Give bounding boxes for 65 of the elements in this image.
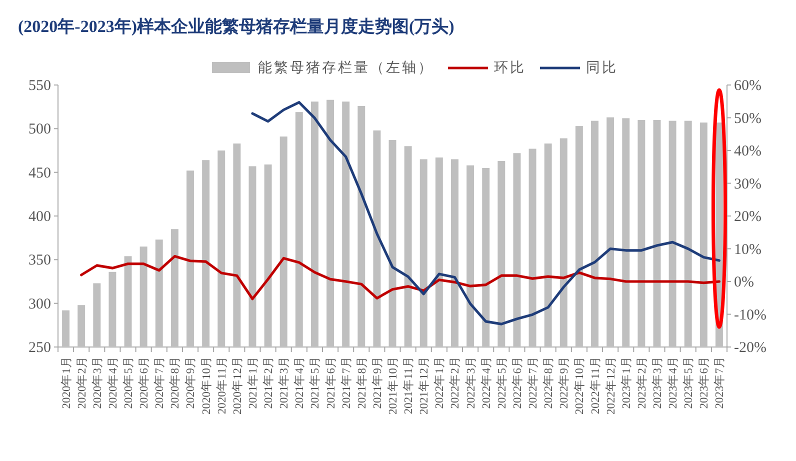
line-series (251, 101, 721, 326)
x-tick-label: 2021年8月 (355, 356, 368, 409)
x-tick-label: 2020年5月 (122, 356, 136, 409)
y2-tick-label: 30% (734, 176, 762, 192)
x-tick-label: 2023年3月 (650, 356, 664, 409)
x-tick-label: 2022年1月 (433, 356, 446, 409)
x-tick-label: 2021年7月 (340, 356, 353, 409)
y2-tick-label: 10% (734, 242, 762, 258)
x-tick-label: 2020年7月 (153, 356, 166, 409)
x-tick-label: 2020年2月 (75, 356, 88, 409)
x-tick-label: 2023年7月 (713, 356, 726, 409)
y2-tick-label: 40% (734, 144, 762, 160)
x-tick-label: 2020年1月 (60, 356, 73, 409)
x-tick-label: 2020年10月 (200, 356, 213, 414)
x-tick-label: 2021年11月 (402, 356, 416, 414)
y-tick-label: 450 (28, 165, 51, 182)
legend-label: 同比 (586, 60, 618, 76)
y2-tick-label: 60% (734, 78, 762, 94)
x-tick-label: 2021年1月 (246, 356, 260, 409)
x-tick-label: 2022年8月 (542, 356, 556, 409)
x-tick-label: 2023年1月 (620, 356, 633, 409)
x-tick-label: 2021年9月 (370, 356, 384, 409)
x-tick-label: 2021年2月 (262, 356, 276, 409)
y-tick-label: 500 (28, 122, 51, 138)
x-tick-label: 2021年10月 (386, 356, 400, 414)
y2-tick-label: 50% (734, 110, 762, 127)
x-tick-label: 2021年3月 (278, 356, 291, 409)
x-tick-label: 2022年9月 (558, 356, 571, 409)
x-tick-label: 2022年6月 (510, 356, 524, 409)
x-tick-label: 2021年6月 (324, 356, 338, 409)
x-tick-label: 2021年5月 (308, 356, 322, 409)
x-tick-label: 2020年9月 (184, 356, 198, 409)
x-tick-label: 2022年4月 (480, 356, 493, 409)
x-tick-label: 2022年2月 (448, 356, 462, 409)
y-tick-label: 350 (28, 252, 51, 269)
x-tick-label: 2022年10月 (573, 356, 586, 414)
x-tick-label: 2021年12月 (418, 356, 431, 414)
x-tick-label: 2020年4月 (106, 356, 120, 409)
legend-label: 环比 (494, 60, 526, 76)
x-tick-label: 2023年5月 (682, 356, 696, 409)
x-tick-label: 2022年5月 (495, 356, 508, 409)
y-tick-label: 300 (28, 296, 51, 312)
line-series (80, 254, 721, 300)
x-tick-label: 2022年3月 (464, 356, 478, 409)
x-tick-label: 2023年4月 (666, 356, 680, 409)
x-tick-label: 2023年6月 (698, 356, 711, 409)
x-tick-label: 2020年8月 (168, 356, 182, 409)
x-tick-label: 2020年11月 (215, 356, 228, 414)
y2-tick-label: 20% (734, 209, 762, 225)
y2-tick-label: -10% (734, 307, 766, 324)
y2-tick-label: 0% (734, 274, 754, 290)
x-tick-label: 2020年3月 (90, 356, 104, 409)
x-tick-label: 2022年11月 (588, 356, 602, 414)
x-tick-label: 2023年2月 (635, 356, 648, 409)
x-tick-label: 2020年6月 (138, 356, 151, 409)
x-tick-label: 2022年12月 (604, 356, 618, 414)
chart-title: (2020年-2023年)样本企业能繁母猪存栏量月度走势图(万头) (18, 17, 454, 36)
y2-tick-label: -20% (734, 340, 766, 356)
legend-label: 能繁母猪存栏量（左轴） (258, 60, 434, 76)
y-tick-label: 250 (28, 340, 51, 356)
x-tick-label: 2021年4月 (293, 356, 306, 409)
x-tick-label: 2022年7月 (526, 356, 540, 409)
y-tick-label: 400 (28, 209, 51, 225)
x-tick-label: 2020年12月 (230, 356, 244, 414)
y-tick-label: 550 (28, 78, 51, 94)
